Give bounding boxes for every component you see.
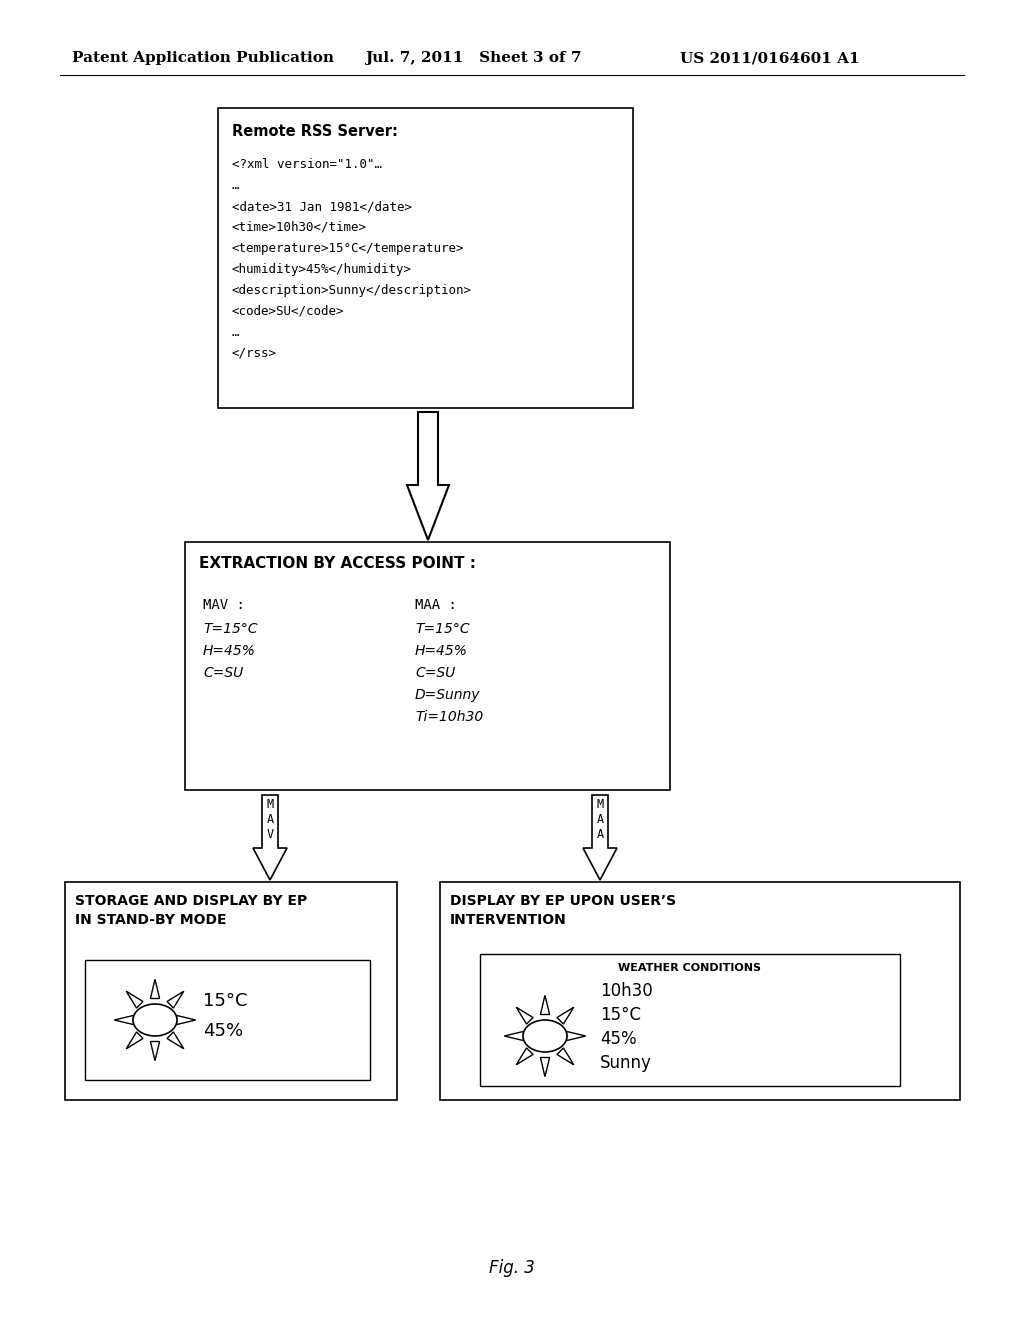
Text: …: … <box>232 326 240 339</box>
Text: V: V <box>266 828 273 841</box>
Polygon shape <box>541 1057 550 1077</box>
Text: EXTRACTION BY ACCESS POINT :: EXTRACTION BY ACCESS POINT : <box>199 556 476 572</box>
Text: T=15°C: T=15°C <box>415 622 470 636</box>
Text: Sunny: Sunny <box>600 1053 652 1072</box>
Text: 15°C: 15°C <box>203 993 248 1010</box>
Text: M: M <box>596 799 603 810</box>
Bar <box>480 954 900 1086</box>
Text: A: A <box>596 813 603 826</box>
Polygon shape <box>176 1015 196 1024</box>
Text: A: A <box>596 828 603 841</box>
Text: <description>Sunny</description>: <description>Sunny</description> <box>232 284 472 297</box>
Text: MAA :: MAA : <box>415 598 457 612</box>
Text: <date>31 Jan 1981</date>: <date>31 Jan 1981</date> <box>232 201 412 213</box>
Bar <box>218 108 633 408</box>
Text: Fig. 3: Fig. 3 <box>489 1259 535 1276</box>
Text: <code>SU</code>: <code>SU</code> <box>232 305 344 318</box>
Text: H=45%: H=45% <box>203 644 256 657</box>
Text: …: … <box>232 180 240 191</box>
Text: <humidity>45%</humidity>: <humidity>45%</humidity> <box>232 263 412 276</box>
Ellipse shape <box>133 1005 177 1036</box>
Bar <box>85 960 370 1080</box>
Bar <box>65 882 397 1100</box>
Text: <temperature>15°C</temperature>: <temperature>15°C</temperature> <box>232 242 465 255</box>
Polygon shape <box>583 795 617 880</box>
Text: A: A <box>266 813 273 826</box>
Polygon shape <box>541 995 550 1015</box>
Polygon shape <box>557 1007 573 1024</box>
Polygon shape <box>516 1007 534 1024</box>
Text: Remote RSS Server:: Remote RSS Server: <box>232 124 398 139</box>
Polygon shape <box>504 1031 523 1040</box>
Polygon shape <box>167 1032 183 1049</box>
Text: C=SU: C=SU <box>415 667 456 680</box>
Text: MAV :: MAV : <box>203 598 245 612</box>
Text: 15°C: 15°C <box>600 1006 641 1024</box>
Polygon shape <box>407 412 449 540</box>
Text: 45%: 45% <box>600 1030 637 1048</box>
Polygon shape <box>115 1015 133 1024</box>
Text: Patent Application Publication: Patent Application Publication <box>72 51 334 65</box>
Text: 45%: 45% <box>203 1022 243 1040</box>
Bar <box>440 882 961 1100</box>
Text: <time>10h30</time>: <time>10h30</time> <box>232 220 367 234</box>
Text: M: M <box>266 799 273 810</box>
Text: STORAGE AND DISPLAY BY EP
IN STAND-BY MODE: STORAGE AND DISPLAY BY EP IN STAND-BY MO… <box>75 894 307 928</box>
Polygon shape <box>516 1048 534 1065</box>
Polygon shape <box>167 991 183 1008</box>
Text: H=45%: H=45% <box>415 644 468 657</box>
Polygon shape <box>566 1031 586 1040</box>
Text: C=SU: C=SU <box>203 667 244 680</box>
Polygon shape <box>126 1032 143 1049</box>
Polygon shape <box>151 979 160 998</box>
Text: T=15°C: T=15°C <box>203 622 258 636</box>
Polygon shape <box>151 1041 160 1061</box>
Text: D=Sunny: D=Sunny <box>415 688 480 702</box>
Text: DISPLAY BY EP UPON USER’S
INTERVENTION: DISPLAY BY EP UPON USER’S INTERVENTION <box>450 894 676 928</box>
Text: WEATHER CONDITIONS: WEATHER CONDITIONS <box>618 964 762 973</box>
Text: 10h30: 10h30 <box>600 982 652 1001</box>
Text: </rss>: </rss> <box>232 347 278 360</box>
Bar <box>185 543 670 789</box>
Text: Jul. 7, 2011   Sheet 3 of 7: Jul. 7, 2011 Sheet 3 of 7 <box>365 51 582 65</box>
Text: Ti=10h30: Ti=10h30 <box>415 710 483 723</box>
Polygon shape <box>253 795 287 880</box>
Polygon shape <box>557 1048 573 1065</box>
Text: US 2011/0164601 A1: US 2011/0164601 A1 <box>680 51 859 65</box>
Polygon shape <box>126 991 143 1008</box>
Text: <?xml version="1.0"…: <?xml version="1.0"… <box>232 158 382 172</box>
Ellipse shape <box>523 1020 567 1052</box>
